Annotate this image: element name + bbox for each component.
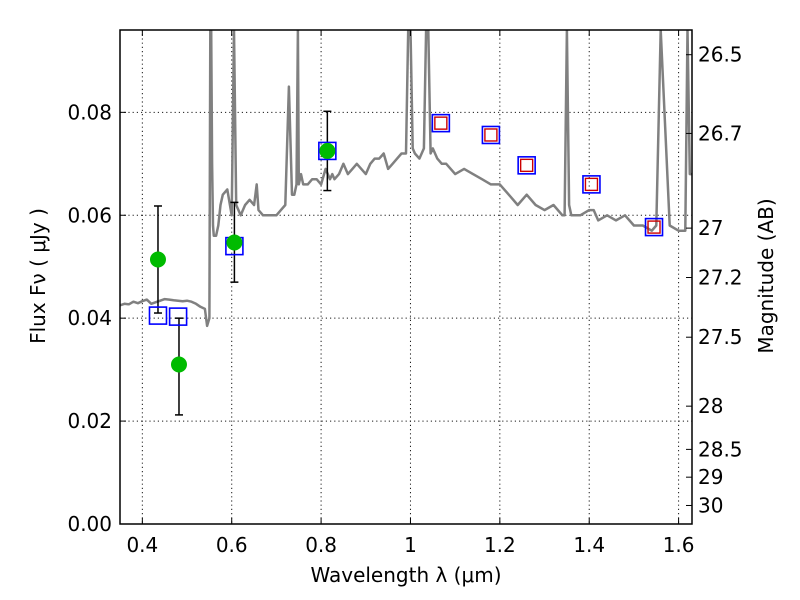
x-axis-label: Wavelength λ (μm) (310, 563, 501, 587)
y-axis-label: Flux Fν ( μJy ) (26, 208, 50, 344)
y2-tick-label: 30 (698, 493, 723, 517)
model-spectrum-line (120, 30, 692, 328)
model-photometry-box (168, 307, 188, 326)
x-tick-label: 1 (404, 533, 417, 557)
y2-tick-label: 27 (698, 216, 723, 240)
observed-point (149, 251, 166, 268)
plot-content (120, 30, 692, 416)
y-tick-label: 0.02 (67, 409, 112, 433)
model-photometry-inner-box (647, 220, 661, 234)
x-tick-label: 0.4 (126, 533, 158, 557)
x-tick-label: 1.6 (663, 533, 695, 557)
y-tick-label: 0.08 (67, 100, 112, 124)
y2-tick-label: 28 (698, 394, 723, 418)
axes (119, 29, 693, 525)
x-tick-label: 0.8 (305, 533, 337, 557)
model-photometry-box (148, 306, 168, 325)
model-photometry-inner-box (434, 116, 448, 130)
observed-point (170, 356, 187, 373)
model-photometry-box (431, 113, 451, 133)
model-photometry-inner-box (584, 177, 599, 192)
y2-axis-label: Magnitude (AB) (754, 198, 778, 353)
observed-point (226, 234, 243, 251)
model-photometry-box (481, 125, 501, 145)
y2-tick-label: 26.7 (698, 121, 743, 145)
y-tick-label: 0.00 (67, 512, 112, 536)
y2-tick-label: 29 (698, 465, 723, 489)
model-photometry-inner-box (484, 128, 498, 142)
model-photometry-box (582, 175, 601, 194)
y2-tick-label: 27.5 (698, 325, 743, 349)
model-photometry-box (517, 156, 536, 175)
plot-frame (119, 29, 693, 525)
y-tick-label: 0.06 (67, 203, 112, 227)
y2-tick-label: 27.2 (698, 266, 743, 290)
model-photometry-inner-box (519, 158, 534, 173)
y2-tick-label: 26.5 (698, 43, 743, 67)
x-tick-label: 1.4 (573, 533, 605, 557)
model-photometry-box (644, 217, 664, 237)
y-tick-label: 0.04 (67, 306, 112, 330)
observed-point (319, 142, 336, 159)
y2-tick-label: 28.5 (698, 437, 743, 461)
x-tick-label: 0.6 (216, 533, 248, 557)
x-tick-label: 1.2 (484, 533, 516, 557)
model-photometry-box (318, 141, 337, 161)
ticks: 0.4 0.6 0.8 1 1.2 1.4 1.6 0.00 0.02 0.04 0.06 0.08 2… (67, 30, 743, 557)
